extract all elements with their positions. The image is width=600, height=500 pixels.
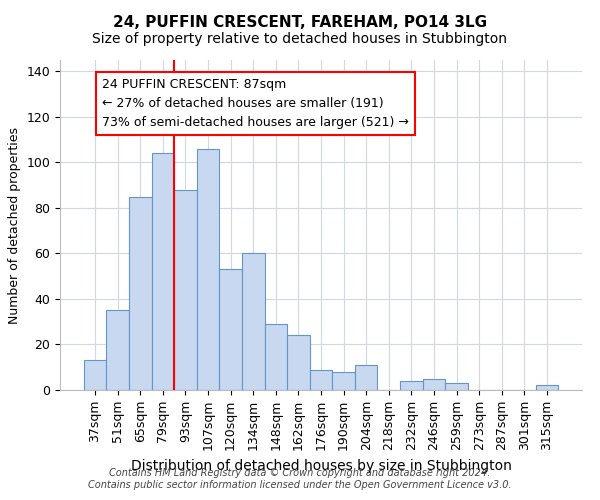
Y-axis label: Number of detached properties: Number of detached properties xyxy=(8,126,21,324)
Bar xyxy=(332,372,355,390)
Bar xyxy=(422,378,445,390)
Text: Size of property relative to detached houses in Stubbington: Size of property relative to detached ho… xyxy=(92,32,508,46)
X-axis label: Distribution of detached houses by size in Stubbington: Distribution of detached houses by size … xyxy=(131,458,511,472)
Bar xyxy=(197,149,220,390)
Bar xyxy=(445,383,468,390)
Bar xyxy=(174,190,197,390)
Bar xyxy=(242,254,265,390)
Bar xyxy=(152,154,174,390)
Text: Contains HM Land Registry data © Crown copyright and database right 2024.
Contai: Contains HM Land Registry data © Crown c… xyxy=(88,468,512,489)
Bar xyxy=(536,386,558,390)
Bar xyxy=(355,365,377,390)
Bar xyxy=(106,310,129,390)
Bar xyxy=(310,370,332,390)
Bar xyxy=(400,381,422,390)
Text: 24, PUFFIN CRESCENT, FAREHAM, PO14 3LG: 24, PUFFIN CRESCENT, FAREHAM, PO14 3LG xyxy=(113,15,487,30)
Bar xyxy=(265,324,287,390)
Bar xyxy=(287,336,310,390)
Text: 24 PUFFIN CRESCENT: 87sqm
← 27% of detached houses are smaller (191)
73% of semi: 24 PUFFIN CRESCENT: 87sqm ← 27% of detac… xyxy=(102,78,409,129)
Bar xyxy=(220,270,242,390)
Bar xyxy=(84,360,106,390)
Bar xyxy=(129,196,152,390)
